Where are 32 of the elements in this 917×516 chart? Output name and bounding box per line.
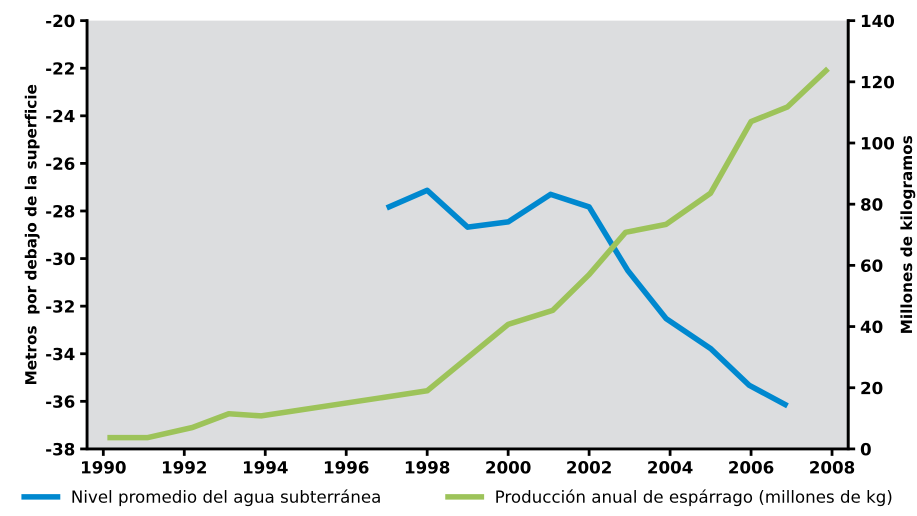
x-tick-label: 2004 — [648, 461, 693, 474]
y2-tick-label: 80 — [861, 198, 882, 211]
y-tick-label: -30 — [46, 252, 75, 266]
x-tick-label: 1990 — [82, 461, 126, 474]
y2-tick-label: 0 — [860, 442, 871, 456]
y-tick-label: -20 — [46, 14, 75, 28]
y-tick-label: -26 — [46, 157, 74, 170]
y2-axis-title: Millones de kilogramos — [900, 136, 916, 333]
x-tick-label: 1994 — [244, 461, 288, 474]
y2-tick-label: 40 — [860, 320, 882, 334]
x-tick-label: 2000 — [486, 461, 531, 474]
y-tick-label: -36 — [46, 395, 74, 408]
x-tick-label: 2006 — [729, 461, 774, 474]
y-tick-label: -32 — [46, 300, 74, 313]
y-axis-title: Metros por debajo de la superficie — [24, 84, 40, 384]
x-tick-label: 2008 — [810, 461, 854, 474]
y2-tick-label: 20 — [861, 382, 882, 394]
y-tick-label: -38 — [46, 442, 74, 456]
legend-label: Nivel promedio del agua subterránea — [72, 489, 380, 506]
y-tick-label: -28 — [46, 204, 74, 218]
x-tick-label: 1992 — [162, 461, 206, 474]
x-tick-label: 2002 — [567, 461, 611, 474]
x-tick-label: 1998 — [406, 461, 450, 474]
y-tick-label: -34 — [46, 348, 75, 360]
y2-tick-label: 100 — [862, 136, 894, 150]
x-tick-label: 1996 — [324, 461, 369, 474]
y2-tick-label: 120 — [862, 76, 894, 88]
y-tick-label: -22 — [46, 62, 74, 75]
y2-tick-label: 140 — [862, 14, 894, 28]
y-tick-label: -24 — [46, 110, 75, 122]
y2-tick-label: 60 — [861, 259, 882, 272]
legend-label: Producción anual de espárrago (millones de kg) — [496, 489, 892, 506]
